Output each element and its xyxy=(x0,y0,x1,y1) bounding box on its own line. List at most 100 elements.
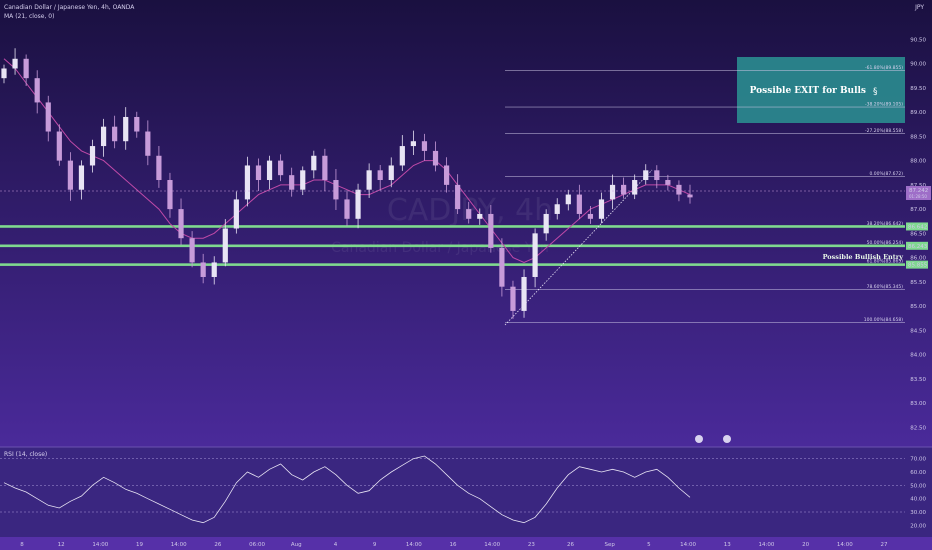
candle-body xyxy=(366,170,372,190)
candle-body xyxy=(167,180,173,210)
candle-body xyxy=(23,58,29,79)
price-tick-label: 84.00 xyxy=(910,353,926,359)
replay-back-icon-2[interactable] xyxy=(723,435,731,443)
time-tick-label: 06:00 xyxy=(249,542,265,548)
candle-body xyxy=(333,180,339,200)
candle-body xyxy=(654,170,660,181)
time-axis-background xyxy=(0,537,932,550)
fib-level-label: 50.00%(86.254) xyxy=(867,240,904,246)
candle-body xyxy=(665,180,671,185)
rsi-tick-label: 60.00 xyxy=(910,470,926,476)
candle-body xyxy=(78,165,85,190)
time-tick-label: 27 xyxy=(881,542,888,548)
time-tick-label: 14:00 xyxy=(406,542,422,548)
time-tick-label: 26 xyxy=(567,542,574,548)
rsi-pane-background xyxy=(0,447,932,537)
candle-body xyxy=(643,170,649,181)
fib-level-label: 78.60%(85.345) xyxy=(867,284,904,290)
candle-body xyxy=(89,146,96,166)
candle-body xyxy=(621,184,627,195)
ma-line xyxy=(3,58,691,263)
level-1-line[interactable] xyxy=(0,225,905,228)
current-price-value: 87.242 xyxy=(909,188,928,194)
candle-body xyxy=(565,194,571,205)
fib-level-label: -61.80%(89.855) xyxy=(865,65,903,71)
time-axis[interactable]: 8 12 14:00 19 14:00 26 06:00 Aug 4 9 14:00 16 14:00 2… xyxy=(20,542,888,548)
rsi-tick-label: 20.00 xyxy=(910,523,926,529)
price-axis[interactable]: 90.50 90.00 89.50 89.00 88.50 88.00 87.50 87.00… xyxy=(910,37,926,431)
level-2-line[interactable] xyxy=(0,244,905,248)
candle-body xyxy=(521,276,527,311)
candle-body xyxy=(45,102,51,132)
time-tick-label: 14:00 xyxy=(92,542,108,548)
time-tick-label: 16 xyxy=(450,542,457,548)
time-tick-label: 19 xyxy=(136,542,143,548)
candle-body xyxy=(222,228,228,263)
candle-body xyxy=(587,213,594,219)
candle-body xyxy=(466,209,472,219)
level-1-value: 86.642 xyxy=(908,224,927,230)
indicator-legend[interactable]: MA (21, close, 0) xyxy=(4,13,54,20)
candle-body xyxy=(112,126,118,142)
candle-body xyxy=(56,131,62,161)
price-tick-label: 90.00 xyxy=(910,62,926,68)
candle-body xyxy=(100,126,107,147)
price-tick-label: 86.50 xyxy=(910,231,926,237)
candle-body xyxy=(687,194,693,198)
rsi-series-line xyxy=(3,455,691,524)
time-tick-label: 14:00 xyxy=(171,542,187,548)
fib-level-label: 0.00%(87.672) xyxy=(869,171,903,177)
price-tick-label: 88.50 xyxy=(910,134,926,140)
time-tick-label: Aug xyxy=(291,542,302,548)
rsi-tick-label: 70.00 xyxy=(910,457,926,463)
price-tick-label: 83.50 xyxy=(910,377,926,383)
replay-controls[interactable] xyxy=(695,435,731,443)
price-tick-label: 83.00 xyxy=(910,401,926,407)
price-tick-label: 90.50 xyxy=(910,37,926,43)
time-tick-label: 9 xyxy=(373,542,377,548)
rsi-tick-label: 50.00 xyxy=(910,483,926,489)
time-tick-label: 5 xyxy=(647,542,651,548)
candle-body xyxy=(388,165,394,181)
time-tick-label: 14:00 xyxy=(759,542,775,548)
price-tick-label: 87.50 xyxy=(910,183,926,189)
time-tick-label: 23 xyxy=(528,542,535,548)
time-tick-label: 4 xyxy=(334,542,338,548)
candle-body xyxy=(189,238,195,263)
candle-body xyxy=(145,131,151,156)
fib-trend-line[interactable] xyxy=(504,169,653,326)
candle-body xyxy=(233,199,239,229)
candle-body xyxy=(377,170,383,181)
level-3-line[interactable] xyxy=(0,263,905,266)
level-2-tag xyxy=(906,241,928,250)
price-tick-label: 88.00 xyxy=(910,159,926,165)
watermark-name: Canadian Dollar / Japanese Yen xyxy=(331,240,549,256)
time-tick-label: 13 xyxy=(724,542,731,548)
level-3-tag xyxy=(906,260,928,269)
level-1-tag xyxy=(906,222,928,231)
candle-body xyxy=(443,165,450,185)
candle-body xyxy=(543,213,549,234)
time-tick-label: Sep xyxy=(605,542,616,548)
exit-zone-box[interactable] xyxy=(737,57,905,123)
rsi-legend[interactable]: RSI (14, close) xyxy=(4,451,47,458)
fib-level-label: 61.80%(85.865) xyxy=(867,259,904,265)
fib-level-label: -38.20%(89.105) xyxy=(865,102,903,108)
candle-body xyxy=(200,262,206,277)
candle-body xyxy=(156,155,162,181)
exit-zone-icon: § xyxy=(873,87,878,97)
replay-back-icon[interactable] xyxy=(695,435,703,443)
candle-body xyxy=(432,150,439,166)
candle-body xyxy=(244,165,251,200)
candle-body xyxy=(266,160,273,181)
current-price-tag xyxy=(906,186,931,200)
time-tick-label: 26 xyxy=(214,542,221,548)
candle-body xyxy=(554,204,560,214)
price-tick-label: 87.00 xyxy=(910,207,926,213)
price-tick-label: 82.50 xyxy=(910,425,926,431)
price-tick-label: 85.00 xyxy=(910,304,926,310)
entry-zone-label: Possible Bullish Entry xyxy=(823,253,904,261)
price-tick-label: 86.00 xyxy=(910,256,926,262)
fib-level-label: 38.20%(86.642) xyxy=(867,221,904,227)
candle-body xyxy=(67,160,73,190)
